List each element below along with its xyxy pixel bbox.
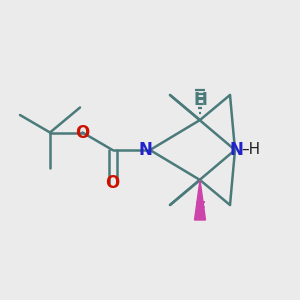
Text: O: O (105, 173, 120, 191)
Text: O: O (75, 124, 90, 142)
Text: N: N (229, 141, 243, 159)
Text: –H: –H (242, 142, 261, 158)
Text: N: N (139, 141, 152, 159)
Text: F: F (194, 200, 206, 218)
Polygon shape (194, 180, 206, 220)
Text: H: H (193, 91, 207, 109)
